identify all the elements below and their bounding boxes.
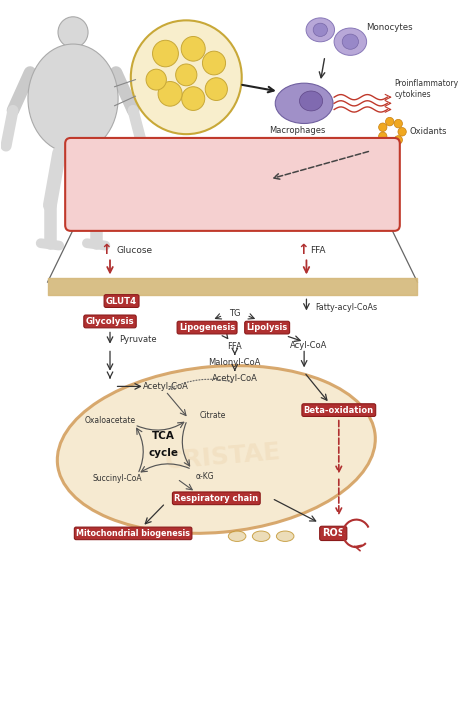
Circle shape	[394, 136, 402, 144]
Text: TG: TG	[229, 309, 240, 318]
Ellipse shape	[275, 83, 333, 124]
Ellipse shape	[334, 28, 366, 56]
Text: Monocytes: Monocytes	[366, 23, 413, 32]
Ellipse shape	[276, 531, 294, 541]
Text: cycle: cycle	[148, 448, 178, 458]
Text: Oxidants: Oxidants	[409, 127, 447, 136]
Ellipse shape	[342, 34, 358, 49]
Text: Fatty-acyl-CoAs: Fatty-acyl-CoAs	[316, 303, 378, 312]
Text: α-KG: α-KG	[195, 473, 214, 481]
Text: Acetyl-CoA: Acetyl-CoA	[212, 374, 258, 383]
Text: Oxaloacetate: Oxaloacetate	[84, 416, 136, 425]
Ellipse shape	[58, 17, 88, 48]
Text: FFA: FFA	[228, 342, 242, 351]
Text: Citrate: Citrate	[200, 411, 226, 420]
Text: Pyruvate: Pyruvate	[119, 335, 157, 344]
Text: Glycolysis: Glycolysis	[86, 317, 134, 326]
Text: Proinflammatory
cytokines: Proinflammatory cytokines	[394, 79, 458, 99]
Circle shape	[394, 119, 402, 128]
Text: Adipogenesis defects: Adipogenesis defects	[179, 201, 286, 211]
Text: Inflammation: Inflammation	[199, 151, 266, 161]
Circle shape	[205, 78, 228, 101]
Text: Acyl-CoA: Acyl-CoA	[290, 341, 328, 350]
Ellipse shape	[313, 23, 328, 36]
Circle shape	[182, 86, 205, 111]
Text: Lipolysis: Lipolysis	[246, 323, 288, 332]
Text: Beta-oxidation: Beta-oxidation	[304, 406, 374, 415]
Circle shape	[176, 64, 197, 86]
Text: Mitochondrial dysfunction: Mitochondrial dysfunction	[159, 218, 306, 228]
Text: ↑: ↑	[100, 243, 112, 257]
Text: TCA: TCA	[152, 431, 174, 441]
Circle shape	[385, 117, 394, 126]
Text: Respiratory chain: Respiratory chain	[174, 494, 258, 503]
Circle shape	[181, 36, 205, 61]
FancyBboxPatch shape	[65, 138, 400, 231]
Ellipse shape	[57, 366, 375, 533]
Ellipse shape	[300, 91, 323, 111]
Text: Increased oxidative stress: Increased oxidative stress	[167, 184, 298, 194]
Circle shape	[379, 132, 387, 141]
Circle shape	[202, 51, 226, 75]
Text: Lipogenesis: Lipogenesis	[179, 323, 235, 332]
Circle shape	[379, 123, 387, 131]
Text: ↑: ↑	[297, 243, 309, 257]
Text: CRISTAE: CRISTAE	[164, 440, 282, 473]
Circle shape	[158, 81, 182, 106]
Circle shape	[385, 138, 394, 146]
Text: FFA: FFA	[310, 246, 326, 255]
Ellipse shape	[28, 44, 118, 153]
Circle shape	[398, 128, 406, 136]
Text: Macrophages: Macrophages	[269, 126, 325, 135]
Circle shape	[131, 21, 242, 134]
Text: Malonyl-CoA: Malonyl-CoA	[209, 358, 261, 367]
Text: GLUT4: GLUT4	[106, 296, 137, 306]
Text: Succinyl-CoA: Succinyl-CoA	[92, 474, 142, 483]
Text: Acetyl-CoA: Acetyl-CoA	[143, 382, 188, 391]
Circle shape	[153, 40, 178, 67]
Ellipse shape	[228, 531, 246, 541]
Text: Glucose: Glucose	[117, 246, 153, 255]
Ellipse shape	[252, 531, 270, 541]
Circle shape	[146, 69, 166, 90]
Text: Mitochondrial biogenesis: Mitochondrial biogenesis	[76, 529, 190, 538]
Ellipse shape	[306, 18, 335, 42]
Text: Insulin resistance: Insulin resistance	[189, 167, 276, 177]
Text: ROS: ROS	[322, 528, 345, 538]
